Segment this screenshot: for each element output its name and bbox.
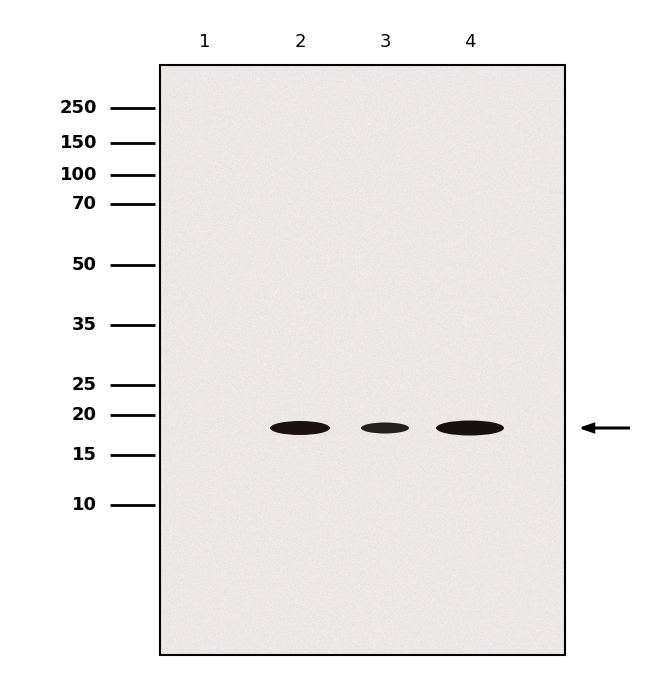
Text: 35: 35 [72,316,97,334]
Text: 70: 70 [72,195,97,213]
Text: 3: 3 [379,33,391,51]
Text: 20: 20 [72,406,97,424]
Ellipse shape [436,420,504,435]
Ellipse shape [361,422,409,433]
Text: 15: 15 [72,446,97,464]
Ellipse shape [270,421,330,435]
Text: 250: 250 [60,99,97,117]
Text: 100: 100 [60,166,97,184]
Text: 10: 10 [72,496,97,514]
Bar [160,65,565,655]
Text: 4: 4 [464,33,476,51]
Text: 150: 150 [60,134,97,152]
Text: 1: 1 [200,33,211,51]
Text: 50: 50 [72,256,97,274]
Text: 2: 2 [294,33,305,51]
FancyArrow shape [582,424,630,432]
Text: 25: 25 [72,376,97,394]
